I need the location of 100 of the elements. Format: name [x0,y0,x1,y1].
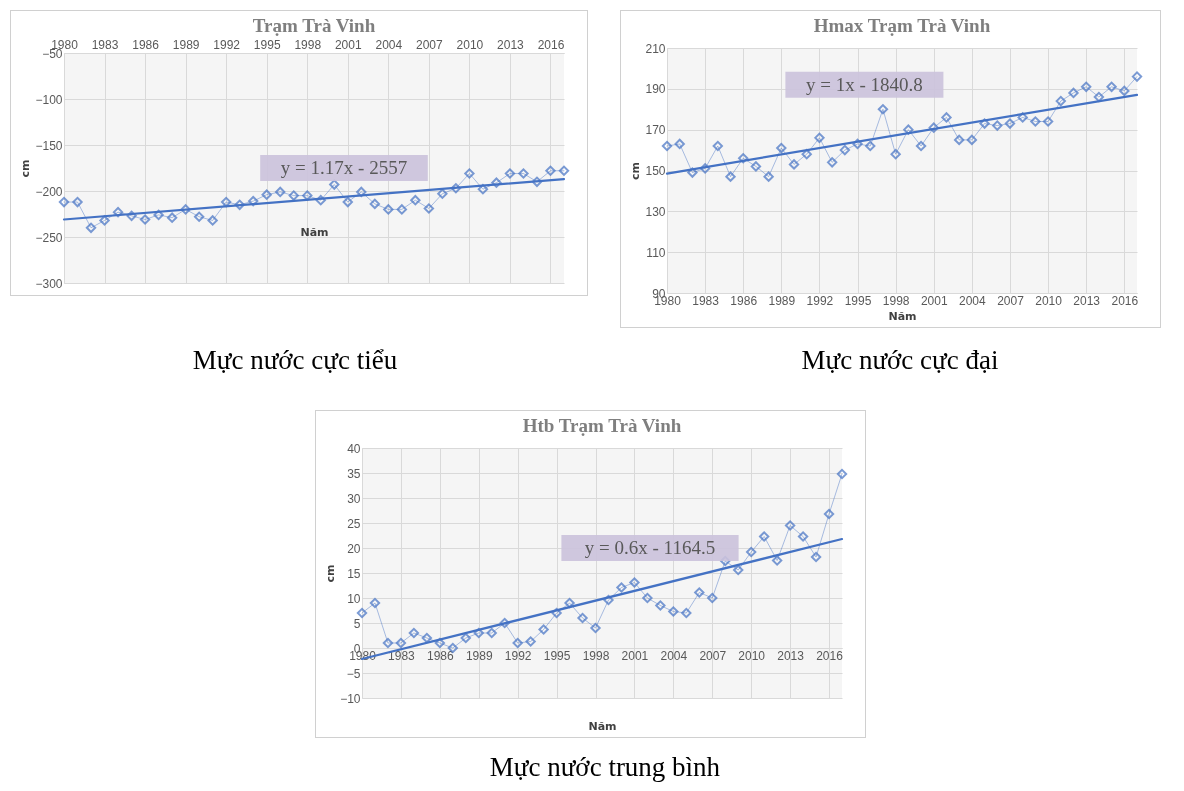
text: Mực nước cực tiểu [191,345,399,376]
point [538,624,549,635]
point [356,607,368,619]
y-tick-label: −250 [35,230,63,245]
point [434,637,446,649]
point [1042,116,1054,127]
y-tick-label: 25 [347,516,361,531]
point [877,104,889,115]
point [890,148,901,160]
point [603,594,614,606]
point [464,168,475,179]
point [486,627,497,639]
y-tick-label: −5 [346,666,361,681]
point [814,132,825,144]
x-tick-label: 1995 [844,293,872,308]
point [674,138,685,150]
point [712,140,723,152]
y-tick-label: −100 [35,92,63,107]
x-tick-label: 1986 [730,293,758,308]
x-tick-label: 2001 [334,37,362,52]
point [661,140,673,152]
point [408,627,420,639]
point [1017,112,1028,123]
annotation: y = 0.6x - 1164.5 [584,537,716,558]
x-tick-label: 1992 [213,37,241,52]
point [207,215,218,226]
point [396,204,408,215]
point [725,171,736,182]
point [788,159,800,170]
point [423,203,435,214]
point [180,204,191,215]
x-tick-label: 2016 [537,37,565,52]
point [85,222,97,233]
point [836,468,848,480]
point [302,190,313,201]
point [558,165,570,176]
point [395,637,407,649]
point [915,140,927,152]
y-tick-label: 130 [645,204,666,219]
point [979,118,990,129]
point [738,153,749,164]
point [953,134,965,146]
x-axis-title: Năm [588,719,617,733]
point [1119,85,1130,97]
point [477,183,489,195]
point [564,597,575,609]
point [1131,71,1143,82]
x-tick-label: 2010 [456,37,484,52]
point [491,177,502,188]
x-tick-label: 1983 [692,293,720,308]
point [410,195,421,206]
x-tick-label: 2016 [816,648,844,663]
point [1030,116,1041,127]
y-tick-label: 5 [353,616,361,631]
point [531,176,543,187]
x-tick-label: 2013 [1073,293,1101,308]
point [1055,95,1066,107]
point [315,195,326,206]
x-tick-label: 2004 [660,648,688,663]
x-tick-label: 2013 [497,37,525,52]
point [642,592,653,604]
chart-title: Htb Trạm Trà Vinh [522,415,682,436]
point [758,531,770,542]
x-tick-label: 2001 [920,293,948,308]
point [1081,81,1092,92]
point [512,637,523,649]
point [826,157,838,168]
y-tick-label: 150 [645,164,666,178]
point [1004,118,1016,129]
point [473,627,484,639]
y-tick-label: 110 [646,245,666,260]
chart-title: Trạm Trà Vinh [252,15,376,36]
x-tick-label: 1989 [465,648,493,663]
y-tick-label: 20 [347,541,361,556]
x-tick-label: 1986 [426,648,455,663]
x-tick-label: 2004 [959,293,987,308]
y-axis-title: cm [324,564,338,583]
chart-title: Hmax Trạm Trà Vinh [813,15,991,36]
point [699,163,711,174]
y-tick-label: −200 [35,184,63,199]
y-axis-title: cm [629,162,643,180]
x-tick-label: 1998 [582,648,610,663]
point [369,597,381,609]
point [1106,81,1117,92]
point [261,189,272,200]
point [655,600,666,611]
x-tick-label: 1992 [504,648,532,663]
x-tick-label: 1998 [882,293,910,308]
x-tick-label: 2010 [738,648,766,663]
point [577,612,588,624]
y-tick-label: −300 [35,276,63,291]
point [220,196,232,208]
point [342,196,353,208]
point [369,198,380,210]
x-tick-label: 1983 [91,37,119,52]
y-tick-label: −10 [340,691,361,706]
point [166,212,178,223]
y-tick-label: 10 [347,591,361,606]
point [801,148,812,160]
point [382,637,394,649]
